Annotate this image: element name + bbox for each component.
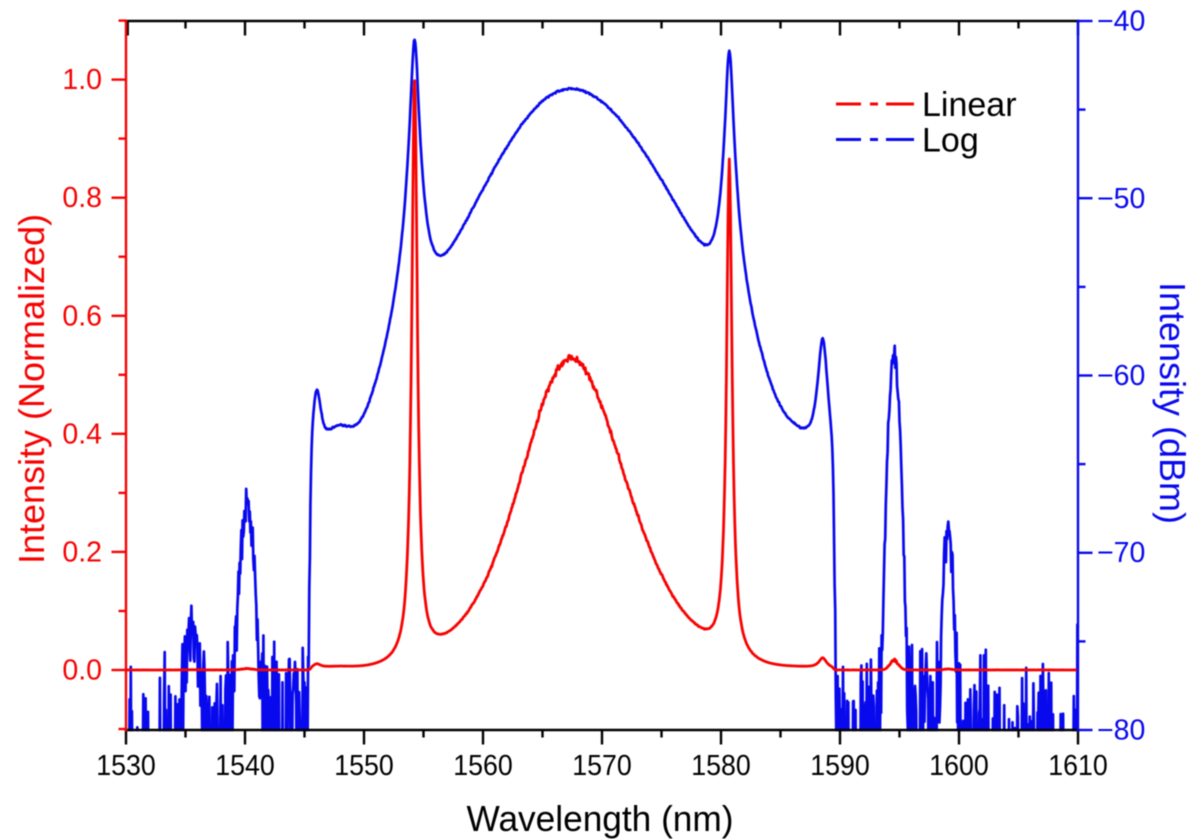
svg-text:1580: 1580 xyxy=(691,750,751,782)
svg-text:Wavelength (nm): Wavelength (nm) xyxy=(467,798,734,839)
svg-text:1.0: 1.0 xyxy=(62,64,102,96)
svg-text:1590: 1590 xyxy=(810,750,870,782)
svg-text:Linear: Linear xyxy=(922,86,1017,124)
svg-text:1560: 1560 xyxy=(453,750,513,782)
svg-text:−60: −60 xyxy=(1097,360,1145,392)
svg-text:−50: −50 xyxy=(1097,183,1145,215)
svg-text:1600: 1600 xyxy=(929,750,989,782)
svg-text:Log: Log xyxy=(922,122,979,160)
svg-text:Intensity (dBm): Intensity (dBm) xyxy=(1152,282,1193,524)
svg-text:1550: 1550 xyxy=(334,750,394,782)
svg-text:1540: 1540 xyxy=(215,750,275,782)
svg-text:0.4: 0.4 xyxy=(62,418,102,450)
svg-text:−40: −40 xyxy=(1097,6,1145,38)
svg-text:Intensity (Normalized): Intensity (Normalized) xyxy=(11,214,52,564)
svg-text:1570: 1570 xyxy=(572,750,632,782)
svg-text:0.6: 0.6 xyxy=(62,300,102,332)
svg-text:1610: 1610 xyxy=(1048,750,1108,782)
svg-text:1530: 1530 xyxy=(96,750,156,782)
svg-text:0.8: 0.8 xyxy=(62,182,102,214)
svg-text:−70: −70 xyxy=(1097,537,1145,569)
svg-text:0.2: 0.2 xyxy=(62,536,102,568)
svg-text:0.0: 0.0 xyxy=(62,655,102,687)
svg-text:−80: −80 xyxy=(1097,715,1145,747)
